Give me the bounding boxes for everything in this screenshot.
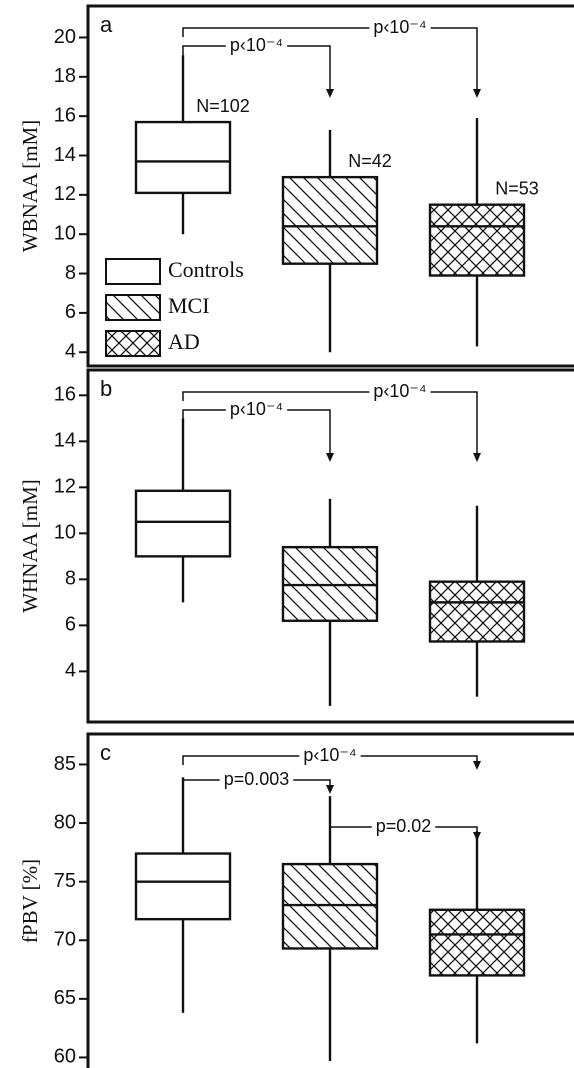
- arrow-head: [473, 761, 481, 770]
- y-tick-label: 12: [54, 476, 76, 498]
- panel-frame: [86, 732, 574, 1068]
- arrow-head: [326, 89, 334, 98]
- arrow-head: [473, 453, 481, 462]
- p-value-label: p=0.003: [224, 769, 290, 789]
- box: [428, 908, 526, 977]
- box: [134, 120, 232, 195]
- y-tick-label: 6: [65, 301, 76, 323]
- n-label: N=102: [196, 96, 250, 116]
- box: [428, 580, 526, 643]
- y-tick-label: 18: [54, 65, 76, 87]
- label-background: [299, 744, 361, 765]
- label-background: [225, 398, 288, 419]
- y-tick-label: 60: [54, 1046, 76, 1068]
- y-tick-label: 6: [65, 614, 76, 636]
- y-tick-label: 4: [65, 660, 76, 682]
- panel-label: b: [100, 376, 112, 401]
- y-tick-label: 10: [54, 522, 76, 544]
- p-value-label: p=0.02: [376, 816, 432, 836]
- y-tick-label: 20: [54, 26, 76, 48]
- y-tick-label: 16: [54, 104, 76, 126]
- y-tick-label: 14: [54, 430, 76, 452]
- p-value-label: p‹10⁻⁴: [230, 35, 283, 55]
- legend-label: Controls: [168, 257, 244, 282]
- y-tick-label: 65: [54, 987, 76, 1009]
- box: [281, 175, 379, 265]
- y-axis-label: fPBV [%]: [18, 859, 42, 943]
- y-tick-label: 8: [65, 568, 76, 590]
- box: [428, 203, 526, 277]
- label-background: [371, 815, 436, 836]
- y-axis-label: WBNAA [mM]: [18, 120, 42, 252]
- n-label: N=42: [348, 151, 392, 171]
- box: [134, 489, 232, 558]
- arrow-head: [473, 89, 481, 98]
- arrow-head: [326, 785, 334, 794]
- legend-label: MCI: [168, 293, 210, 318]
- legend-swatch: [105, 294, 161, 321]
- n-label: N=53: [495, 178, 539, 198]
- arrow-head: [326, 453, 334, 462]
- panel-label: a: [100, 12, 113, 37]
- y-tick-label: 10: [54, 222, 76, 244]
- panel-label: c: [100, 740, 111, 765]
- p-value-label: p‹10⁻⁴: [230, 399, 283, 419]
- arrow-head: [473, 832, 481, 841]
- comparison-bracket: [182, 27, 478, 90]
- legend-swatch: [105, 258, 161, 285]
- y-tick-label: 75: [54, 870, 76, 892]
- label-background: [225, 34, 288, 55]
- y-tick-label: 16: [54, 384, 76, 406]
- label-background: [369, 380, 431, 401]
- p-value-label: p‹10⁻⁴: [303, 745, 356, 765]
- panel-frame: [86, 4, 574, 368]
- y-tick-label: 4: [65, 341, 76, 363]
- p-value-label: p‹10⁻⁴: [373, 381, 426, 401]
- y-tick-label: 85: [54, 753, 76, 775]
- y-tick-label: 12: [54, 183, 76, 205]
- legend-label: AD: [168, 329, 200, 354]
- y-tick-label: 8: [65, 262, 76, 284]
- y-tick-label: 80: [54, 811, 76, 833]
- panel-frame: [86, 368, 574, 724]
- box: [134, 852, 232, 921]
- y-axis-label: WHNAA [mM]: [18, 479, 42, 613]
- comparison-bracket: [182, 391, 478, 454]
- label-background: [219, 768, 294, 789]
- p-value-label: p‹10⁻⁴: [373, 17, 426, 37]
- legend-swatch: [105, 330, 161, 357]
- y-tick-label: 70: [54, 929, 76, 951]
- label-background: [369, 16, 431, 37]
- y-tick-label: 14: [54, 144, 76, 166]
